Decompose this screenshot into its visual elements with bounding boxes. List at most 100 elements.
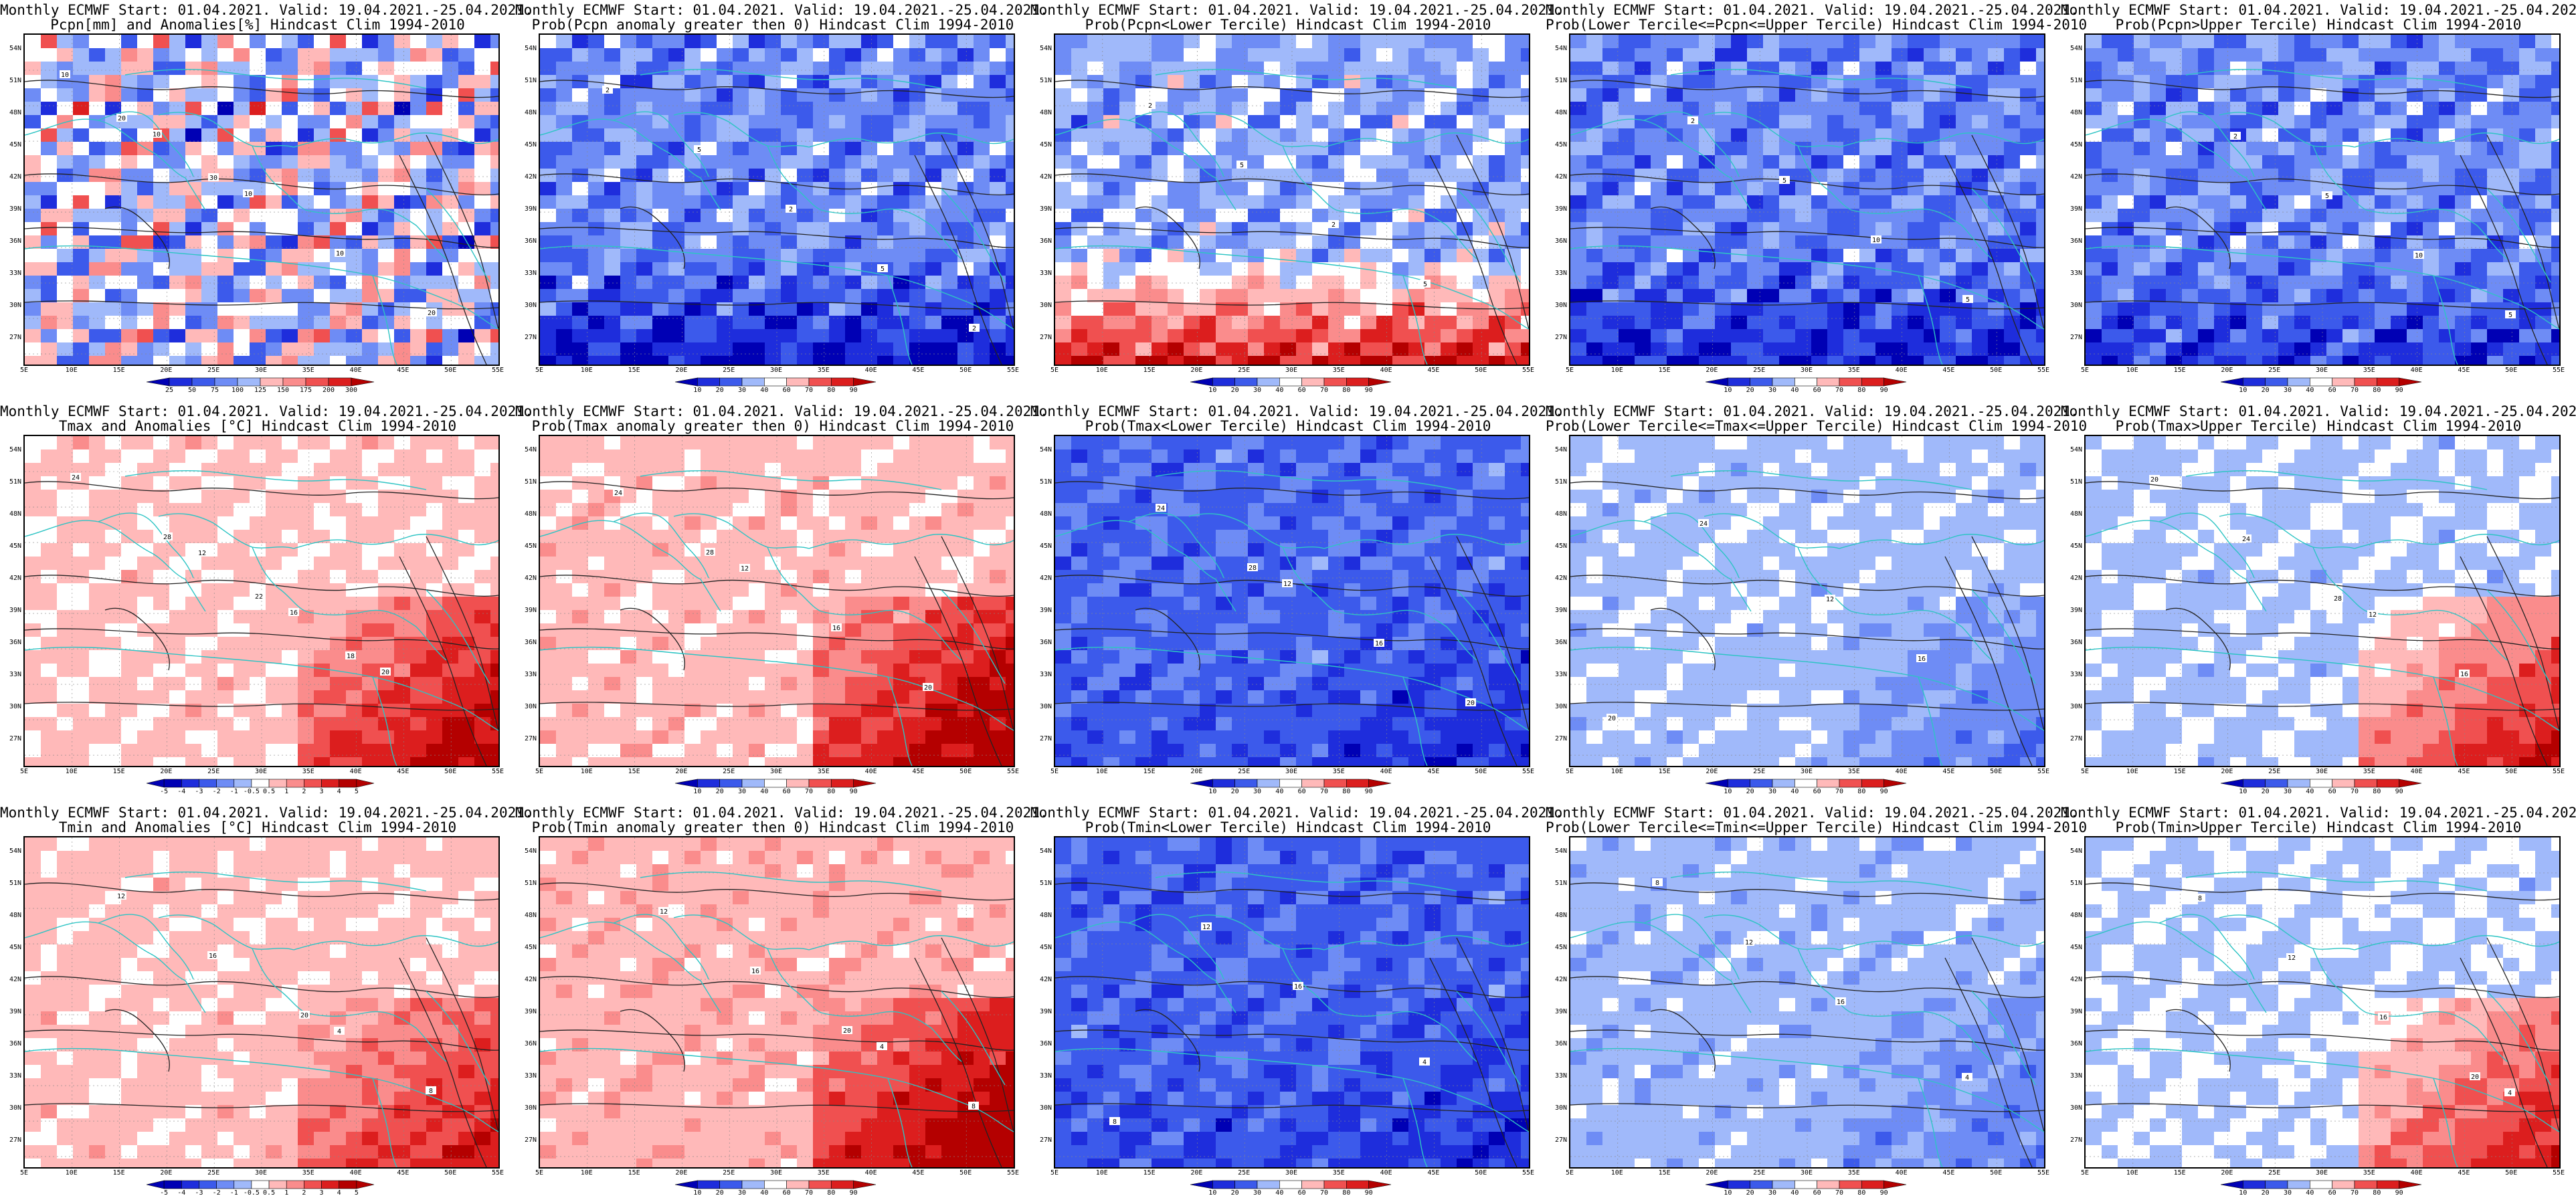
- longitude-label: 35E: [1847, 1169, 1860, 1177]
- colorbar-tick-label: 30: [737, 788, 747, 795]
- colorbar-tick-label: 60: [1813, 387, 1821, 394]
- longitude-label: 10E: [1611, 1169, 1623, 1177]
- contour-label: 16: [750, 967, 761, 975]
- latitude-label: 39N: [524, 1008, 537, 1015]
- colorbar-tick-label: 4: [337, 788, 341, 795]
- colorbar-tick-label: 70: [804, 1189, 814, 1197]
- map-area: 2 5 2 5 2: [539, 33, 1015, 366]
- latitude-label: 45N: [9, 542, 21, 550]
- contour-label: 5: [877, 264, 888, 273]
- map-field: 2 5 2 5: [1055, 35, 1529, 365]
- longitude-label: 55E: [1522, 1169, 1535, 1177]
- longitude-label: 45E: [397, 367, 409, 374]
- panel-title-subtitle: Prob(Tmin anomaly greater then 0) Hindca…: [531, 819, 1014, 835]
- latitude-label: 33N: [524, 270, 537, 277]
- contour-label: 12: [197, 548, 207, 557]
- colorbar-tick-label: 60: [782, 1189, 791, 1197]
- colorbar-tick-label: 30: [737, 387, 747, 394]
- colorbar-tick-label: 30: [2283, 1189, 2292, 1197]
- longitude-label: 45E: [1942, 1169, 1955, 1177]
- colorbar-tick-label: 10: [1724, 1189, 1732, 1197]
- map-panel-pcpn-anom: Monthly ECMWF Start: 01.04.2021. Valid: …: [0, 0, 533, 401]
- latitude-label: 54N: [9, 847, 21, 855]
- latitude-label: 54N: [1554, 446, 1567, 454]
- colorbar-tick-label: 60: [782, 387, 791, 394]
- contour-label: 20: [426, 308, 437, 317]
- colorbar-tick-label: 40: [2306, 788, 2314, 795]
- longitude-label: 20E: [1706, 768, 1718, 775]
- colorbar-tick-label: 1: [284, 1189, 289, 1197]
- colorbar: 10 20 30 40 60 70 80 90: [1705, 377, 1907, 394]
- longitude-label: 20E: [2221, 768, 2233, 775]
- longitude-label: 15E: [112, 768, 125, 775]
- longitude-label: 55E: [1006, 768, 1020, 775]
- contour-label: 5: [694, 145, 705, 154]
- longitude-label: 15E: [2173, 367, 2186, 374]
- colorbar-tick-label: 5: [354, 1189, 359, 1197]
- longitude-label: 25E: [1753, 768, 1766, 775]
- latitude-label: 30N: [1039, 302, 1052, 309]
- latitude-label: 33N: [524, 671, 537, 678]
- latitude-label: 51N: [2069, 478, 2082, 486]
- longitude-label: 5E: [1050, 367, 1059, 374]
- colorbar-tick-label: 20: [1230, 1189, 1239, 1197]
- svg-text:5: 5: [2508, 312, 2512, 319]
- contour-label: 10: [243, 189, 254, 198]
- contour-label: 5: [1779, 176, 1790, 185]
- colorbar-tick-label: 40: [760, 788, 769, 795]
- longitude-label: 25E: [207, 768, 220, 775]
- latitude-label: 51N: [9, 478, 21, 486]
- svg-text:20: 20: [118, 115, 126, 122]
- longitude-label: 50E: [444, 768, 457, 775]
- latitude-label: 54N: [2069, 45, 2082, 52]
- latitude-label: 42N: [9, 976, 21, 983]
- panel-title-header: Monthly ECMWF Start: 01.04.2021. Valid: …: [1546, 403, 2079, 419]
- latitude-label: 39N: [2069, 205, 2082, 213]
- latitude-label: 39N: [1554, 607, 1567, 614]
- contour-label: 16: [1293, 982, 1303, 991]
- latitude-label: 36N: [9, 237, 21, 245]
- contour-label: 8: [1109, 1117, 1120, 1126]
- panel-title-header: Monthly ECMWF Start: 01.04.2021. Valid: …: [515, 403, 1048, 419]
- colorbar: 10 20 30 40 60 70 80 90: [1190, 1180, 1392, 1197]
- contour-label: 5: [2322, 191, 2332, 200]
- contour-label: 16: [1835, 997, 1846, 1006]
- svg-text:2: 2: [606, 87, 610, 94]
- contour-label: 4: [334, 1027, 345, 1035]
- colorbar-tick-label: 10: [2239, 788, 2247, 795]
- longitude-label: 10E: [1611, 768, 1623, 775]
- longitude-label: 10E: [1095, 367, 1108, 374]
- latitude-label: 48N: [2069, 109, 2082, 116]
- colorbar-tick-label: 20: [2261, 788, 2270, 795]
- latitude-label: 33N: [9, 1072, 21, 1080]
- svg-text:2: 2: [972, 325, 976, 332]
- colorbar-tick-label: 70: [804, 387, 814, 394]
- longitude-label: 55E: [2037, 367, 2050, 374]
- longitude-label: 45E: [1427, 1169, 1440, 1177]
- colorbar: 10 20 30 40 60 70 80 90: [2220, 377, 2422, 394]
- longitude-label: 25E: [2268, 768, 2281, 775]
- colorbar-tick-label: 30: [1253, 1189, 1262, 1197]
- latitude-label: 33N: [1554, 671, 1567, 678]
- latitude-label: 33N: [524, 1072, 537, 1080]
- latitude-label: 36N: [1554, 237, 1567, 245]
- longitude-label: 10E: [65, 1169, 78, 1177]
- colorbar-tick-label: -2: [212, 1189, 221, 1197]
- longitude-label: 50E: [1475, 1169, 1487, 1177]
- colorbar-tick-label: 2: [302, 788, 306, 795]
- colorbar-tick-label: 70: [1835, 788, 1844, 795]
- longitude-label: 45E: [1942, 367, 1955, 374]
- panel-title-subtitle: Prob(Tmin<Lower Tercile) Hindcast Clim 1…: [1085, 819, 1491, 835]
- latitude-label: 30N: [1554, 302, 1567, 309]
- latitude-label: 48N: [524, 912, 537, 919]
- colorbar-tick-label: 80: [1857, 788, 1866, 795]
- latitude-label: 36N: [1554, 1040, 1567, 1047]
- latitude-label: 39N: [9, 607, 21, 614]
- longitude-label: 50E: [959, 1169, 972, 1177]
- colorbar-tick-label: 20: [715, 1189, 724, 1197]
- latitude-label: 33N: [9, 270, 21, 277]
- longitude-label: 40E: [864, 367, 877, 374]
- panel-title-subtitle: Prob(Tmax<Lower Tercile) Hindcast Clim 1…: [1085, 418, 1491, 434]
- longitude-label: 40E: [1380, 367, 1392, 374]
- latitude-label: 36N: [524, 1040, 537, 1047]
